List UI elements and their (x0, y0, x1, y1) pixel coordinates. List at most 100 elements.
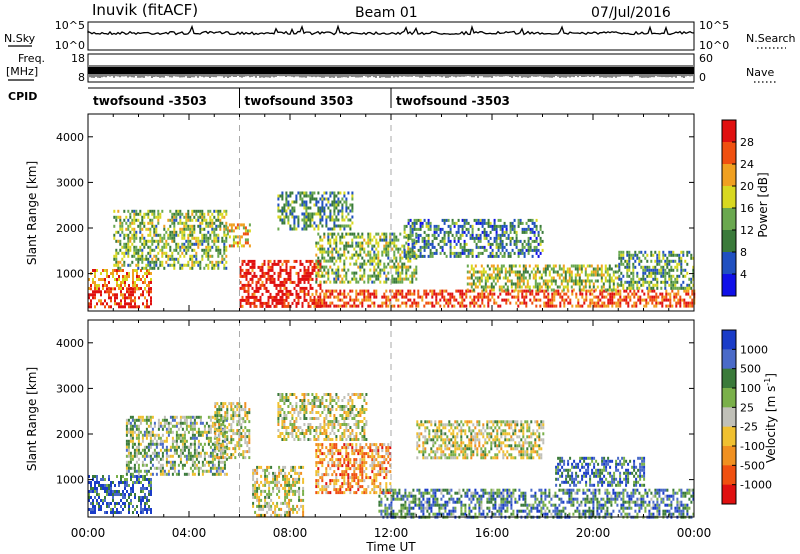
echo-cell (589, 304, 592, 308)
echo-cell (629, 298, 632, 302)
echo-cell (145, 427, 148, 431)
echo-cell (132, 305, 134, 309)
echo-cell (253, 259, 256, 263)
echo-cell (236, 223, 239, 227)
echo-cell (137, 463, 140, 467)
echo-cell (427, 242, 430, 246)
echo-cell (199, 239, 202, 243)
echo-cell (125, 454, 128, 458)
echo-cell (130, 296, 132, 300)
echo-cell (201, 460, 204, 464)
echo-cell (485, 248, 488, 252)
echo-cell (425, 224, 428, 228)
echo-cell (498, 288, 501, 292)
echo-cell (117, 215, 120, 219)
echo-cell (307, 268, 310, 272)
echo-cell (129, 424, 132, 428)
echo-cell (405, 233, 408, 237)
echo-cell (331, 235, 334, 239)
echo-cell (106, 287, 108, 291)
echo-cell (379, 280, 382, 284)
echo-cell (225, 418, 228, 422)
echo-cell (193, 436, 196, 440)
echo-cell (499, 236, 502, 240)
echo-cell (427, 236, 430, 240)
echo-cell (353, 271, 356, 275)
echo-cell (230, 435, 233, 439)
echo-cell (682, 286, 685, 290)
echo-cell (355, 241, 358, 245)
echo-cell (345, 203, 348, 207)
echo-cell (333, 289, 336, 293)
echo-cell (580, 282, 583, 286)
echo-cell (214, 450, 217, 454)
echo-cell (343, 280, 346, 284)
echo-cell (145, 445, 148, 449)
echo-cell (471, 248, 474, 252)
echo-cell (127, 439, 130, 443)
echo-cell (195, 236, 198, 240)
echo-cell (207, 442, 210, 446)
echo-cell (220, 456, 223, 460)
echo-cell (223, 233, 226, 237)
echo-cell (477, 251, 480, 255)
echo-cell (347, 241, 350, 245)
echo-cell (403, 244, 406, 248)
echo-cell (118, 493, 120, 496)
echo-cell (225, 260, 228, 264)
echo-cell (345, 209, 348, 213)
echo-cell (625, 289, 628, 293)
echo-cell (175, 430, 178, 434)
echo-cell (203, 430, 206, 434)
echo-cell (433, 289, 436, 293)
echo-cell (115, 230, 118, 234)
echo-cell (153, 224, 156, 228)
echo-cell (309, 259, 312, 263)
echo-cell (161, 445, 164, 449)
echo-cell (219, 248, 222, 252)
echo-cell (183, 263, 186, 267)
echo-cell (466, 270, 469, 274)
echo-cell (391, 259, 394, 263)
echo-cell (279, 209, 282, 213)
echo-cell (385, 289, 388, 293)
echo-cell (215, 209, 218, 213)
echo-cell (125, 221, 128, 225)
echo-cell (141, 227, 144, 231)
echo-cell (353, 301, 356, 305)
echo-cell (319, 235, 322, 239)
echo-cell (185, 224, 188, 228)
echo-cell (183, 221, 186, 225)
echo-cell (472, 273, 475, 277)
echo-cell (90, 287, 92, 291)
echo-cell (244, 408, 247, 412)
echo-cell (207, 209, 210, 213)
echo-cell (473, 304, 476, 308)
echo-cell (333, 197, 336, 201)
echo-cell (351, 221, 354, 225)
echo-cell (121, 227, 124, 231)
echo-cell (596, 270, 599, 274)
echo-cell (211, 457, 214, 461)
echo-cell (136, 511, 138, 514)
echo-cell (415, 271, 418, 275)
echo-cell (548, 264, 551, 268)
echo-cell (104, 478, 106, 481)
echo-cell (337, 250, 340, 254)
echo-cell (335, 206, 338, 210)
echo-cell (148, 508, 150, 511)
echo-cell (183, 472, 186, 476)
echo-cell (484, 279, 487, 283)
echo-cell (110, 272, 112, 275)
echo-cell (506, 285, 509, 289)
echo-cell (253, 274, 256, 278)
echo-cell (391, 247, 394, 251)
echo-cell (175, 242, 178, 246)
echo-cell (514, 273, 517, 277)
echo-cell (281, 194, 284, 198)
echo-cell (115, 248, 118, 252)
echo-cell (139, 451, 142, 455)
echo-cell (415, 239, 418, 243)
echo-cell (515, 236, 518, 240)
echo-cell (463, 298, 466, 302)
